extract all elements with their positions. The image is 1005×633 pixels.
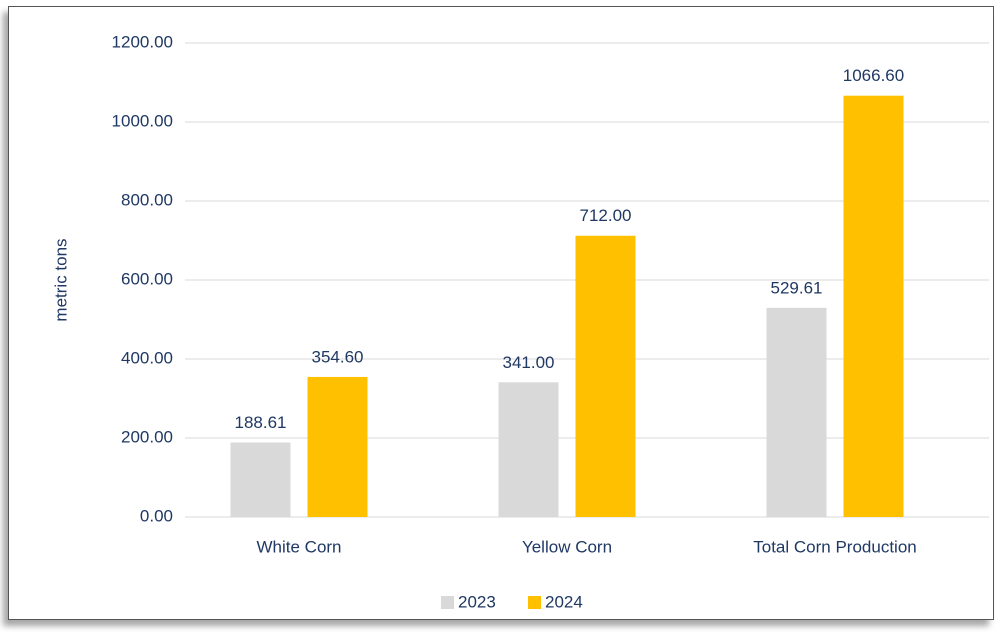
- data-label: 188.61: [235, 413, 287, 432]
- chart-frame: [8, 6, 994, 620]
- bar: [230, 442, 291, 517]
- legend-label: 2024: [545, 592, 583, 611]
- data-label: 1066.60: [843, 66, 904, 85]
- legend-swatch: [528, 596, 541, 609]
- data-label: 341.00: [503, 353, 555, 372]
- y-tick-label: 0.00: [140, 506, 173, 525]
- bar: [307, 376, 368, 517]
- data-label: 712.00: [580, 206, 632, 225]
- legend-label: 2023: [458, 592, 496, 611]
- y-axis-label: metric tons: [51, 238, 70, 321]
- y-tick-label: 1200.00: [112, 32, 173, 51]
- y-tick-label: 1000.00: [112, 111, 173, 130]
- data-label: 354.60: [312, 347, 364, 366]
- data-label: 529.61: [771, 278, 823, 297]
- y-tick-label: 800.00: [121, 190, 173, 209]
- bar: [575, 235, 636, 517]
- x-tick-label: Yellow Corn: [522, 537, 612, 556]
- bar: [843, 95, 904, 518]
- y-tick-label: 600.00: [121, 269, 173, 288]
- y-tick-label: 200.00: [121, 427, 173, 446]
- bar: [498, 382, 559, 517]
- bar: [766, 307, 827, 517]
- y-tick-label: 400.00: [121, 348, 173, 367]
- legend-swatch: [441, 596, 454, 609]
- x-tick-label: White Corn: [256, 537, 341, 556]
- x-tick-label: Total Corn Production: [753, 537, 916, 556]
